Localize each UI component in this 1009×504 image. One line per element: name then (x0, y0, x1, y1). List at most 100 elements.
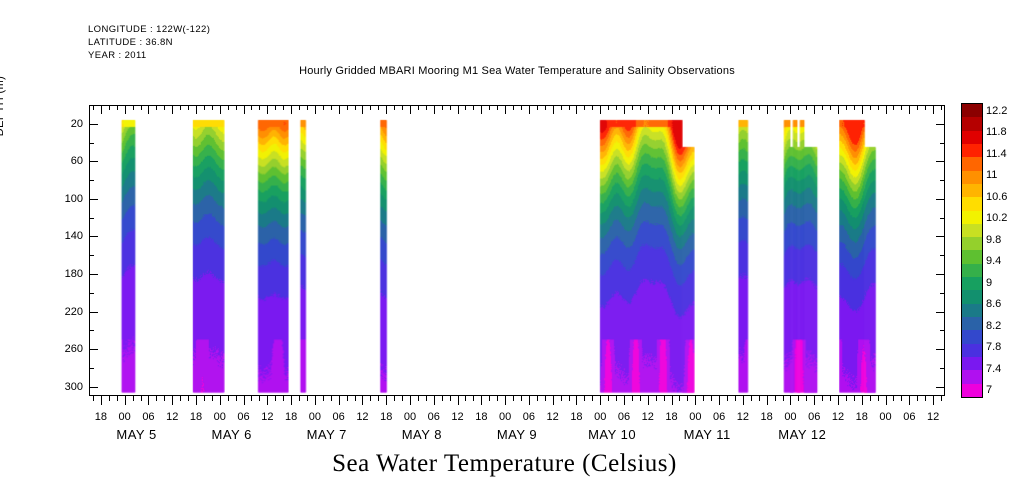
x-tick (758, 396, 760, 401)
x-tick (933, 105, 935, 114)
x-tick (624, 396, 625, 405)
x-tick (552, 105, 554, 114)
x-tick (314, 105, 316, 114)
x-tick (92, 105, 94, 110)
x-tick (386, 396, 388, 405)
x-tick (386, 105, 388, 114)
x-tick (877, 396, 879, 401)
x-tick (196, 396, 197, 405)
x-tick (259, 396, 261, 401)
x-tick (616, 105, 618, 110)
x-tick (838, 396, 839, 405)
x-tick (782, 396, 784, 401)
x-tick (877, 105, 879, 110)
x-tick (679, 396, 681, 401)
y-tick-label: 260 (64, 343, 83, 356)
colorbar-label: 12.2 (986, 105, 1008, 117)
x-tick (251, 105, 253, 110)
x-tick (742, 396, 744, 405)
x-tick (727, 396, 729, 401)
x-tick (933, 396, 935, 405)
x-tick (156, 396, 158, 401)
x-tick (489, 105, 491, 110)
colorbar-band (962, 210, 982, 224)
x-tick (283, 105, 285, 110)
x-tick (100, 396, 102, 405)
y-tick (89, 105, 94, 106)
x-tick (330, 396, 332, 401)
x-tick (378, 396, 380, 401)
x-tick (441, 396, 443, 401)
x-tick (885, 396, 887, 405)
x-hour-label: 12 (831, 411, 845, 423)
x-tick (528, 105, 530, 114)
x-hour-label: 06 (332, 411, 345, 423)
x-tick (227, 396, 229, 401)
x-axis-title: Sea Water Temperature (Celsius) (332, 450, 677, 477)
x-tick (410, 396, 411, 405)
x-hour-label: 00 (784, 411, 797, 423)
x-tick (116, 105, 118, 110)
y-tick (89, 236, 98, 238)
x-tick (552, 396, 554, 405)
x-tick (790, 396, 792, 405)
x-tick (869, 105, 871, 110)
x-tick (655, 105, 657, 110)
colorbar-band (962, 223, 982, 238)
x-tick (830, 396, 832, 401)
x-tick (917, 105, 919, 110)
y-tick-labels: 20 60 100 140 180 220 260 300 (33, 105, 83, 396)
x-hour-label: 06 (237, 411, 250, 423)
x-tick (203, 396, 205, 401)
x-tick (917, 396, 919, 401)
x-tick (330, 105, 332, 110)
y-tick (89, 273, 98, 275)
colorbar-labels: 12.2 11.8 11.4 11 10.6 10.2 9.8 9.4 9 8.6 8.2 7.8 7.… (986, 103, 1009, 398)
x-tick (711, 396, 713, 401)
x-tick (259, 105, 261, 110)
x-tick (497, 105, 499, 110)
y-tick (89, 349, 98, 351)
x-tick (275, 396, 277, 401)
x-tick (299, 105, 301, 110)
x-tick (180, 396, 182, 401)
x-tick (196, 105, 197, 114)
x-tick (243, 396, 245, 405)
y-tick (940, 217, 945, 219)
y-tick (89, 123, 98, 125)
x-tick (734, 396, 736, 401)
x-tick (616, 396, 618, 401)
x-tick (719, 396, 721, 405)
x-tick (306, 105, 308, 110)
x-tick (132, 396, 134, 401)
x-tick (108, 105, 110, 110)
x-tick (941, 105, 943, 110)
x-day-label: MAY 11 (683, 427, 731, 442)
colorbar-label: 9.8 (986, 233, 1002, 246)
y-tick-label: 220 (64, 305, 83, 318)
x-tick (291, 105, 293, 114)
x-hour-label: 06 (712, 411, 726, 423)
colorbar-band (962, 356, 982, 371)
y-tick (89, 255, 94, 257)
plot-title: Hourly Gridded MBARI Mooring M1 Sea Wate… (299, 65, 735, 77)
colorbar-label: 11 (986, 169, 998, 182)
y-tick (89, 311, 98, 313)
x-tick (180, 105, 182, 110)
x-tick (449, 396, 451, 401)
x-hour-label: 12 (166, 411, 179, 423)
x-tick (314, 396, 316, 405)
x-tick (925, 105, 927, 110)
x-tick (92, 396, 94, 401)
x-tick (291, 396, 293, 405)
y-tick-label: 100 (64, 192, 83, 205)
x-day-label: MAY 6 (211, 427, 252, 442)
x-tick (758, 105, 760, 110)
longitude-label: LONGITUDE : 122W(-122) (88, 24, 211, 35)
x-tick (140, 105, 142, 110)
x-tick (624, 105, 625, 114)
colorbar-band (962, 263, 982, 278)
x-tick (457, 105, 459, 114)
x-tick (671, 396, 673, 405)
x-tick (766, 396, 768, 405)
